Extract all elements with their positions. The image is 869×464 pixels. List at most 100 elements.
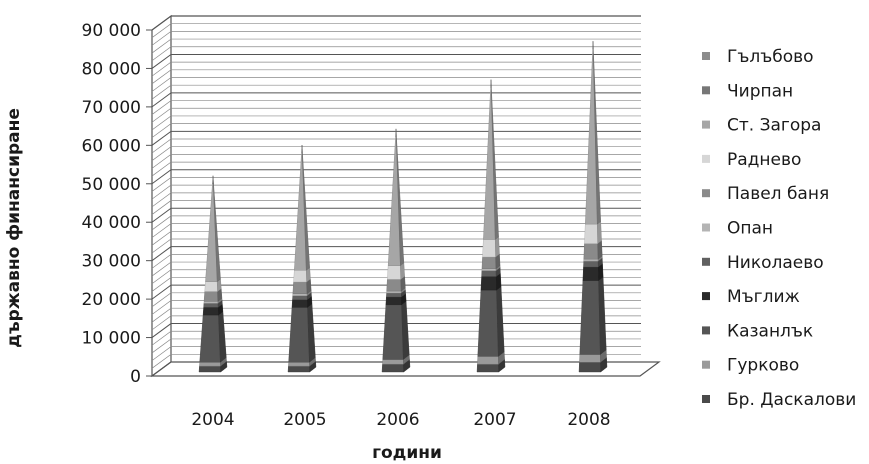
pyramids bbox=[198, 41, 608, 373]
legend-label: Раднево bbox=[727, 150, 801, 170]
major-gridline bbox=[151, 169, 641, 185]
minor-gridline bbox=[151, 115, 641, 131]
pyramid-segment bbox=[582, 266, 599, 281]
y-tick-label: 20 000 bbox=[82, 290, 141, 310]
legend-swatch bbox=[702, 120, 710, 129]
y-tick-label: 60 000 bbox=[82, 136, 141, 156]
pyramid-segment bbox=[292, 293, 308, 296]
pyramid-segment bbox=[203, 303, 219, 308]
pyramid-segment bbox=[480, 276, 497, 291]
side-wall bbox=[151, 14, 172, 378]
minor-gridline bbox=[151, 38, 641, 54]
major-gridline bbox=[151, 92, 641, 108]
minor-gridline bbox=[151, 154, 641, 169]
pyramid-segment bbox=[291, 299, 308, 308]
y-tick-label: 40 000 bbox=[82, 213, 141, 233]
legend-swatch bbox=[702, 52, 710, 60]
pyramid-segment bbox=[385, 296, 402, 305]
legend-label: Ст. Загора bbox=[727, 116, 821, 136]
minor-gridline bbox=[151, 100, 641, 115]
minor-gridline bbox=[151, 107, 641, 123]
legend-label: Николаево bbox=[727, 253, 824, 273]
y-tick-label: 70 000 bbox=[82, 98, 141, 118]
pyramid-segment bbox=[203, 291, 219, 302]
y-tick-label: 10 000 bbox=[82, 329, 141, 349]
pyramid-segment bbox=[386, 292, 402, 298]
y-tick-label: 50 000 bbox=[82, 175, 141, 195]
legend-label: Казанлък bbox=[727, 321, 813, 341]
pyramid-segment bbox=[386, 279, 402, 292]
legend-item: Ст. Загора bbox=[702, 116, 821, 136]
minor-gridline bbox=[151, 161, 641, 177]
pyramid-segment bbox=[481, 256, 497, 269]
pyramid-segment bbox=[584, 223, 598, 244]
legend-item: Раднево bbox=[702, 150, 801, 170]
pyramid-segment bbox=[481, 268, 497, 271]
pyramid-segment-side bbox=[495, 236, 500, 258]
legend-label: Гълъбово bbox=[727, 47, 814, 67]
legend-label: Гурково bbox=[727, 356, 799, 376]
x-tick-label: 2008 bbox=[567, 410, 610, 430]
legend-swatch bbox=[702, 360, 710, 369]
legend-item: Павел баня bbox=[702, 184, 829, 204]
pyramid-segment bbox=[477, 356, 499, 365]
legend-swatch bbox=[702, 395, 710, 403]
pyramid-segment bbox=[293, 270, 307, 283]
pyramid-2008 bbox=[578, 41, 608, 373]
minor-gridline bbox=[151, 46, 641, 62]
minor-gridline bbox=[151, 61, 641, 77]
pyramid-segment bbox=[199, 314, 221, 363]
pyramid-segment bbox=[386, 290, 402, 294]
legend-swatch bbox=[702, 257, 710, 266]
pyramid-segment bbox=[199, 361, 221, 367]
pyramid-2007 bbox=[476, 79, 506, 373]
pyramid-segment bbox=[287, 365, 310, 373]
pyramid-segment bbox=[202, 307, 219, 316]
y-tick-label: 30 000 bbox=[82, 252, 141, 272]
legend-item: Казанлък bbox=[702, 321, 813, 341]
x-tick-labels: 2004 2005 2006 2007 2008 bbox=[191, 410, 610, 430]
legend-label: Павел баня bbox=[727, 184, 829, 204]
minor-gridline bbox=[151, 200, 641, 215]
x-tick-label: 2007 bbox=[473, 410, 516, 430]
pyramid-segment bbox=[482, 239, 496, 258]
pyramid-segment bbox=[382, 359, 404, 365]
legend-item: Бр. Даскалови bbox=[702, 390, 856, 410]
pyramid-segment bbox=[477, 289, 499, 357]
minor-gridline bbox=[151, 77, 641, 92]
pyramid-segment bbox=[203, 301, 219, 304]
major-gridline bbox=[151, 15, 641, 31]
legend-label: Бр. Даскалови bbox=[727, 390, 856, 410]
pyramid-2005 bbox=[287, 145, 317, 373]
pyramid-segment bbox=[382, 304, 404, 360]
y-axis-title: държавно финансиране bbox=[4, 108, 24, 348]
x-tick-label: 2006 bbox=[376, 410, 419, 430]
legend-swatch bbox=[702, 326, 710, 335]
pyramid-segment bbox=[198, 365, 221, 373]
legend-swatch bbox=[702, 223, 710, 232]
pyramid-segment bbox=[578, 362, 601, 373]
legend-swatch bbox=[702, 292, 710, 301]
pyramid-2004 bbox=[198, 175, 228, 373]
minor-gridline bbox=[151, 146, 641, 161]
x-tick-label: 2005 bbox=[283, 410, 326, 430]
legend-swatch bbox=[702, 154, 710, 163]
legend-item: Гурково bbox=[702, 356, 799, 376]
pyramid-segment bbox=[288, 307, 310, 363]
minor-gridline bbox=[151, 123, 641, 138]
pyramid-segment-side bbox=[597, 221, 602, 244]
legend-item: Гълъбово bbox=[702, 47, 814, 67]
pyramid-segment bbox=[481, 270, 497, 277]
major-gridline bbox=[151, 130, 641, 146]
legend-item: Чирпан bbox=[702, 81, 793, 101]
x-tick-label: 2004 bbox=[191, 410, 234, 430]
legend-label: Опан bbox=[727, 219, 773, 239]
pyramid-segment bbox=[579, 280, 601, 355]
y-tick-labels: 0 10 000 20 000 30 000 40 000 50 000 60 000 70 … bbox=[82, 21, 152, 387]
pyramid-segment bbox=[583, 243, 599, 260]
minor-gridline bbox=[151, 69, 641, 85]
legend-item: Николаево bbox=[702, 253, 824, 273]
minor-gridline bbox=[151, 31, 641, 46]
minor-gridline bbox=[151, 177, 641, 192]
